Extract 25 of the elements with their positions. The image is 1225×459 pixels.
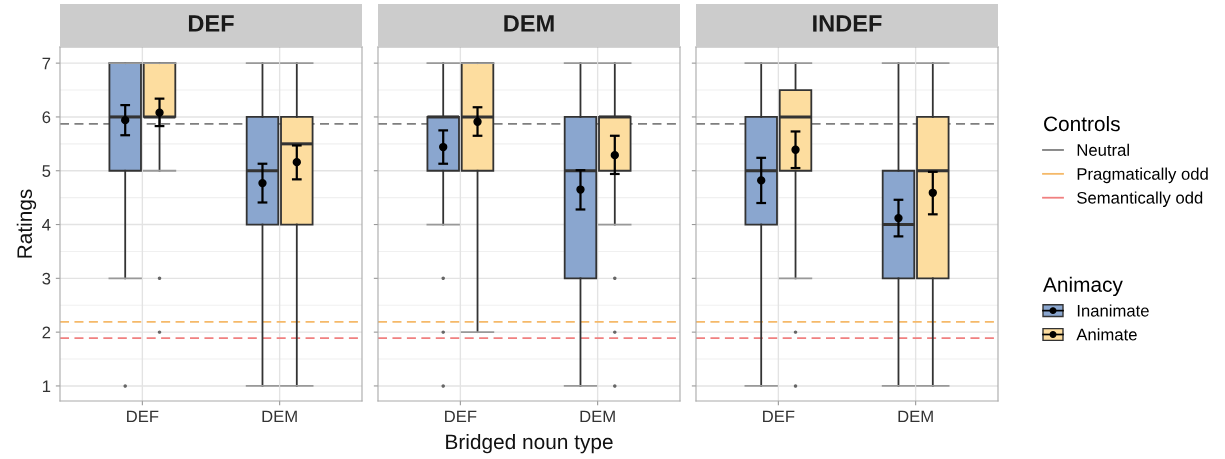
x-tick-label: DEM: [580, 410, 615, 423]
y-tick-label: 5: [42, 165, 51, 177]
text: Animacy: [1043, 276, 1123, 297]
x-tick-label: DEF: [763, 410, 795, 423]
y-tick-label: 4: [42, 219, 51, 231]
y-tick-label: 3: [42, 272, 51, 285]
y-axis-title: Ratings: [16, 189, 37, 258]
chart-title: DEM: [504, 15, 554, 32]
legend-label: Animate: [1076, 328, 1137, 341]
y-tick-label: 1: [42, 380, 51, 392]
chart-title: INDEF: [813, 15, 882, 32]
chart-title: DEF: [188, 15, 234, 32]
y-tick-label: 6: [42, 111, 51, 124]
y-tick-label: 7: [42, 57, 51, 70]
legend-label: Inanimate: [1077, 304, 1149, 317]
x-tick-label: DEM: [898, 410, 933, 423]
legend-label: Pragmatically odd: [1077, 167, 1208, 184]
legend-label: Semantically odd: [1077, 191, 1203, 208]
text: Controls: [1044, 115, 1120, 132]
x-axis-title: Bridged noun type: [446, 433, 613, 454]
legend-label: Neutral: [1077, 143, 1129, 156]
x-tick-label: DEF: [127, 410, 159, 423]
y-tick-label: 2: [42, 326, 51, 339]
x-tick-label: DEF: [445, 410, 477, 423]
x-tick-label: DEM: [262, 410, 297, 423]
